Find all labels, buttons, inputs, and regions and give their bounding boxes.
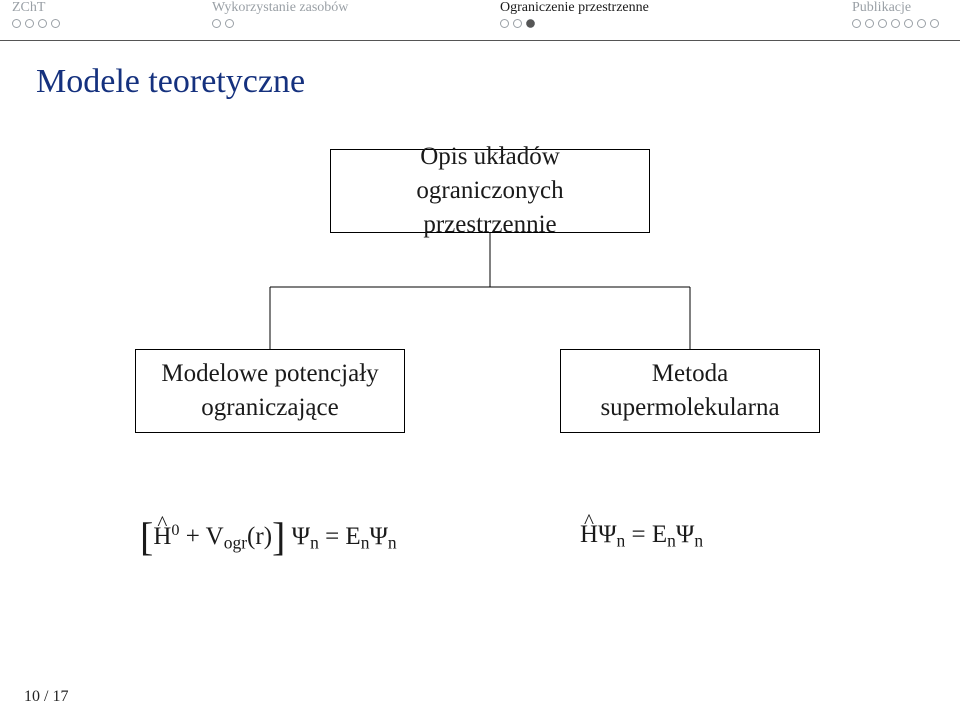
diagram-node-line: Opis układów ograniczonych bbox=[351, 140, 629, 208]
nav-tab[interactable]: ZChT bbox=[12, 0, 60, 28]
nav-tab[interactable]: Ograniczenie przestrzenne bbox=[500, 0, 649, 28]
equations-area: [H0 + Vogr(r)] Ψn = EnΨn HΨn = EnΨn bbox=[0, 521, 960, 621]
diagram-node-line: Metoda bbox=[600, 357, 779, 391]
diagram-area: Opis układów ograniczonychprzestrzennie M… bbox=[0, 101, 960, 521]
pip-icon bbox=[878, 19, 887, 28]
nav-tab-label: Publikacje bbox=[852, 0, 911, 15]
diagram-node-left: Modelowe potencjałyograniczające bbox=[135, 349, 405, 433]
pip-icon bbox=[225, 19, 234, 28]
pip-icon bbox=[865, 19, 874, 28]
nav-progress-pips bbox=[500, 19, 535, 28]
pip-icon bbox=[917, 19, 926, 28]
pip-icon bbox=[526, 19, 535, 28]
equation-right: HΨn = EnΨn bbox=[580, 521, 703, 551]
pip-icon bbox=[51, 19, 60, 28]
pip-icon bbox=[513, 19, 522, 28]
diagram-node-root: Opis układów ograniczonychprzestrzennie bbox=[330, 149, 650, 233]
page-number: 10 / 17 bbox=[24, 688, 68, 706]
diagram-node-line: Modelowe potencjały bbox=[161, 357, 378, 391]
pip-icon bbox=[12, 19, 21, 28]
nav-tabs: ZChT Wykorzystanie zasobów Ograniczenie pr… bbox=[0, 0, 960, 34]
nav-progress-pips bbox=[852, 19, 939, 28]
diagram-node-right: Metodasupermolekularna bbox=[560, 349, 820, 433]
pip-icon bbox=[500, 19, 509, 28]
pip-icon bbox=[38, 19, 47, 28]
diagram-node-line: przestrzennie bbox=[351, 208, 629, 242]
nav-progress-pips bbox=[212, 19, 234, 28]
equation-left: [H0 + Vogr(r)] Ψn = EnΨn bbox=[140, 521, 397, 553]
nav-tab[interactable]: Wykorzystanie zasobów bbox=[212, 0, 348, 28]
nav-divider bbox=[0, 40, 960, 41]
nav-tab-label: Ograniczenie przestrzenne bbox=[500, 0, 649, 15]
pip-icon bbox=[212, 19, 221, 28]
pip-icon bbox=[852, 19, 861, 28]
nav-progress-pips bbox=[12, 19, 60, 28]
pip-icon bbox=[25, 19, 34, 28]
nav-tab-label: Wykorzystanie zasobów bbox=[212, 0, 348, 15]
pip-icon bbox=[930, 19, 939, 28]
slide-title: Modele teoretyczne bbox=[36, 63, 960, 101]
diagram-node-line: ograniczające bbox=[161, 391, 378, 425]
pip-icon bbox=[904, 19, 913, 28]
nav-tab-label: ZChT bbox=[12, 0, 45, 15]
nav-tab[interactable]: Publikacje bbox=[852, 0, 939, 28]
pip-icon bbox=[891, 19, 900, 28]
diagram-node-line: supermolekularna bbox=[600, 391, 779, 425]
